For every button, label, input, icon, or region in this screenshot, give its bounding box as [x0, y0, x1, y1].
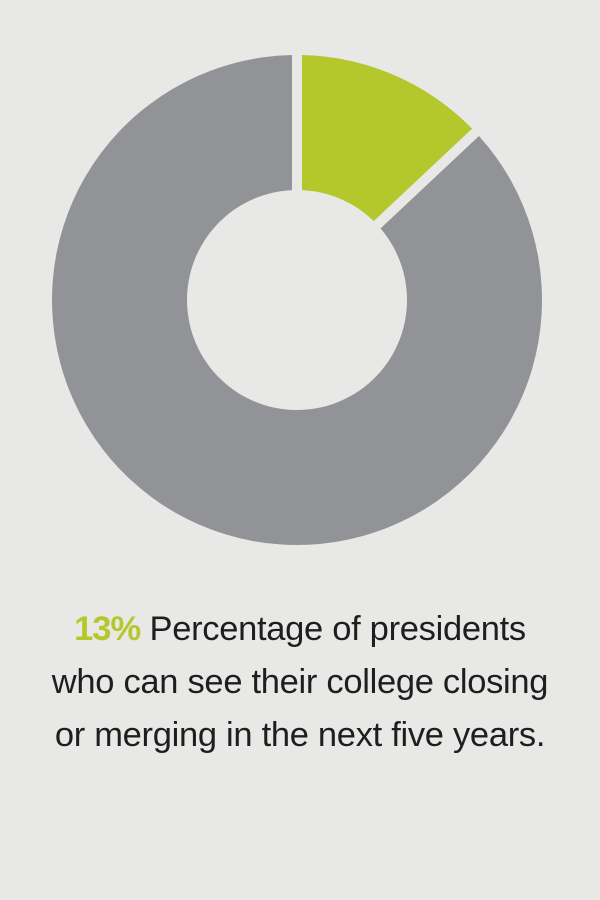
remainder-slice: [51, 55, 542, 546]
caption-text: Percentage of presidents who can see the…: [51, 610, 549, 754]
highlight-stat: 13%: [74, 610, 141, 648]
donut-chart: [51, 55, 542, 546]
chart-caption: 13% Percentage of presidents who can see…: [40, 603, 560, 762]
highlight-slice: [302, 55, 473, 222]
